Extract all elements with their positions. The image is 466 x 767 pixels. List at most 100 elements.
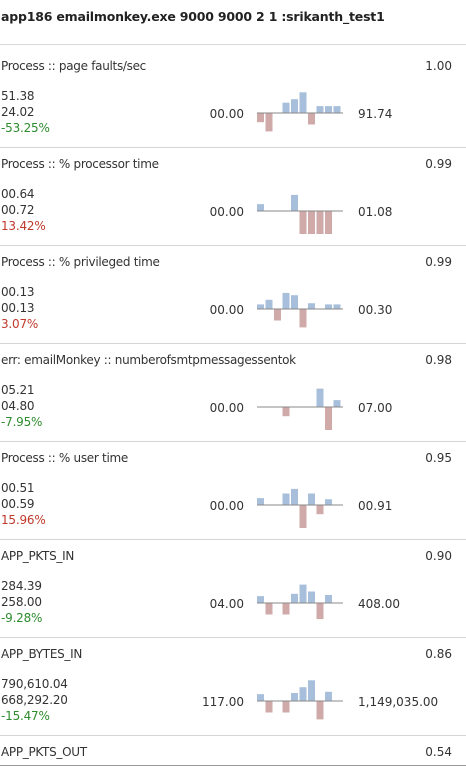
metric-current-value: 284.39 <box>1 579 42 593</box>
metric-current-value: 790,610.04 <box>1 677 68 691</box>
metric-name: Process :: % processor time <box>1 157 159 171</box>
metric-previous-value: 04.80 <box>1 399 35 413</box>
sparkline-max-label: 91.74 <box>358 107 393 121</box>
sparkline-chart <box>257 292 343 328</box>
sparkline-bar-down <box>316 603 324 620</box>
metric-current-value: 00.64 <box>1 187 35 201</box>
metric-score: 0.99 <box>425 255 452 269</box>
sparkline-chart <box>257 92 343 132</box>
sparkline-bar-up <box>299 687 307 701</box>
sparkline-bar-up <box>316 388 324 407</box>
sparkline-chart <box>257 584 343 620</box>
sparkline-bar-up <box>282 292 290 309</box>
metric-previous-value: 258.00 <box>1 595 42 609</box>
sparkline-chart <box>257 680 343 720</box>
metric-change-percent: -53.25% <box>1 121 50 135</box>
sparkline-bar-up <box>299 92 307 113</box>
metric-previous-value: 00.13 <box>1 301 35 315</box>
metric-name: APP_BYTES_IN <box>1 647 83 661</box>
metric-row[interactable]: APP_PKTS_IN 0.90 284.39 258.00 -9.28% 04.00 40… <box>0 540 466 638</box>
sparkline-bar-up <box>308 303 315 309</box>
sparkline-max-label: 408.00 <box>358 597 400 611</box>
metric-change-percent: 15.96% <box>1 513 46 527</box>
metric-row[interactable]: APP_PKTS_OUT 0.54 <box>0 736 466 766</box>
sparkline-min-label: 00.00 <box>209 205 244 219</box>
metric-name: Process :: % privileged time <box>1 255 160 269</box>
sparkline-max-label: 1,149,035.00 <box>358 695 439 709</box>
sparkline-bar-down <box>316 211 324 234</box>
sparkline-bar-up <box>257 304 264 309</box>
metric-previous-value: 00.72 <box>1 203 35 217</box>
sparkline-bar-up <box>333 400 341 407</box>
sparkline-bar-up <box>257 498 264 505</box>
metric-previous-value: 00.59 <box>1 497 35 511</box>
sparkline-bar-up <box>325 106 332 113</box>
sparkline-min-label: 04.00 <box>209 597 244 611</box>
window-header: app186 emailmonkey.exe 9000 9000 2 1 :sr… <box>0 0 466 45</box>
sparkline-bar-up <box>308 591 315 603</box>
metric-score: 0.99 <box>425 157 452 171</box>
sparkline-bar-up <box>308 493 315 505</box>
sparkline-bar-down <box>265 701 273 713</box>
sparkline-bar-up <box>257 596 264 603</box>
sparkline-bar-down <box>308 211 315 234</box>
metric-score: 0.98 <box>425 353 452 367</box>
metric-row[interactable]: APP_BYTES_IN 0.86 790,610.04 668,292.20 -15.… <box>0 638 466 736</box>
sparkline-bar-up <box>291 295 298 309</box>
sparkline-bar-up <box>291 194 298 211</box>
sparkline-max-label: 07.00 <box>358 401 393 415</box>
sparkline-bar-up <box>257 204 264 211</box>
sparkline-bar-up <box>325 499 332 505</box>
sparkline-bar-up <box>257 694 264 701</box>
metric-name: Process :: page faults/sec <box>1 59 146 73</box>
sparkline-bar-down <box>325 211 332 234</box>
sparkline-bar-up <box>291 692 298 701</box>
sparkline-bar-up <box>291 488 298 505</box>
sparkline-bar-up <box>308 680 315 701</box>
sparkline-chart <box>257 194 343 234</box>
metric-current-value: 05.21 <box>1 383 35 397</box>
metric-name: err: emailMonkey :: numberofsmtpmessages… <box>1 353 296 367</box>
sparkline-bar-down <box>265 113 273 132</box>
metric-current-value: 00.51 <box>1 481 35 495</box>
sparkline-bar-up <box>291 593 298 603</box>
metric-score: 0.95 <box>425 451 452 465</box>
sparkline-bar-up <box>316 106 324 113</box>
sparkline-bar-down <box>325 407 332 430</box>
sparkline-bar-up <box>325 594 332 603</box>
sparkline-min-label: 00.00 <box>209 303 244 317</box>
metric-change-percent: -9.28% <box>1 611 43 625</box>
header-title: app186 emailmonkey.exe 9000 9000 2 1 :sr… <box>1 9 385 24</box>
sparkline-max-label: 00.91 <box>358 499 393 513</box>
metric-list: Process :: page faults/sec 1.00 51.38 24.02… <box>0 50 466 766</box>
metric-score: 0.54 <box>425 745 452 759</box>
sparkline-bar-up <box>265 299 273 309</box>
sparkline-bar-down <box>316 505 324 515</box>
sparkline-bar-up <box>282 493 290 505</box>
sparkline-bar-down <box>274 309 281 321</box>
sparkline-bar-down <box>257 113 264 123</box>
sparkline-bar-down <box>282 407 290 417</box>
metric-previous-value: 24.02 <box>1 105 35 119</box>
metric-name: Process :: % user time <box>1 451 128 465</box>
sparkline-bar-down <box>282 603 290 615</box>
metric-row[interactable]: err: emailMonkey :: numberofsmtpmessages… <box>0 344 466 442</box>
metric-name: APP_PKTS_OUT <box>1 745 87 759</box>
metric-score: 0.90 <box>425 549 452 563</box>
metric-previous-value: 668,292.20 <box>1 693 68 707</box>
metric-current-value: 00.13 <box>1 285 35 299</box>
sparkline-bar-up <box>333 304 341 309</box>
sparkline-bar-down <box>299 211 307 234</box>
metric-change-percent: 3.07% <box>1 317 39 331</box>
metric-change-percent: -15.47% <box>1 709 50 723</box>
sparkline-min-label: 00.00 <box>209 499 244 513</box>
sparkline-bar-up <box>282 102 290 113</box>
sparkline-chart <box>257 488 343 528</box>
metric-score: 1.00 <box>425 59 452 73</box>
metric-row[interactable]: Process :: page faults/sec 1.00 51.38 24.02… <box>0 50 466 148</box>
metric-name: APP_PKTS_IN <box>1 549 75 563</box>
sparkline-bar-up <box>291 99 298 113</box>
metric-row[interactable]: Process :: % privileged time 0.99 00.13 00.… <box>0 246 466 344</box>
